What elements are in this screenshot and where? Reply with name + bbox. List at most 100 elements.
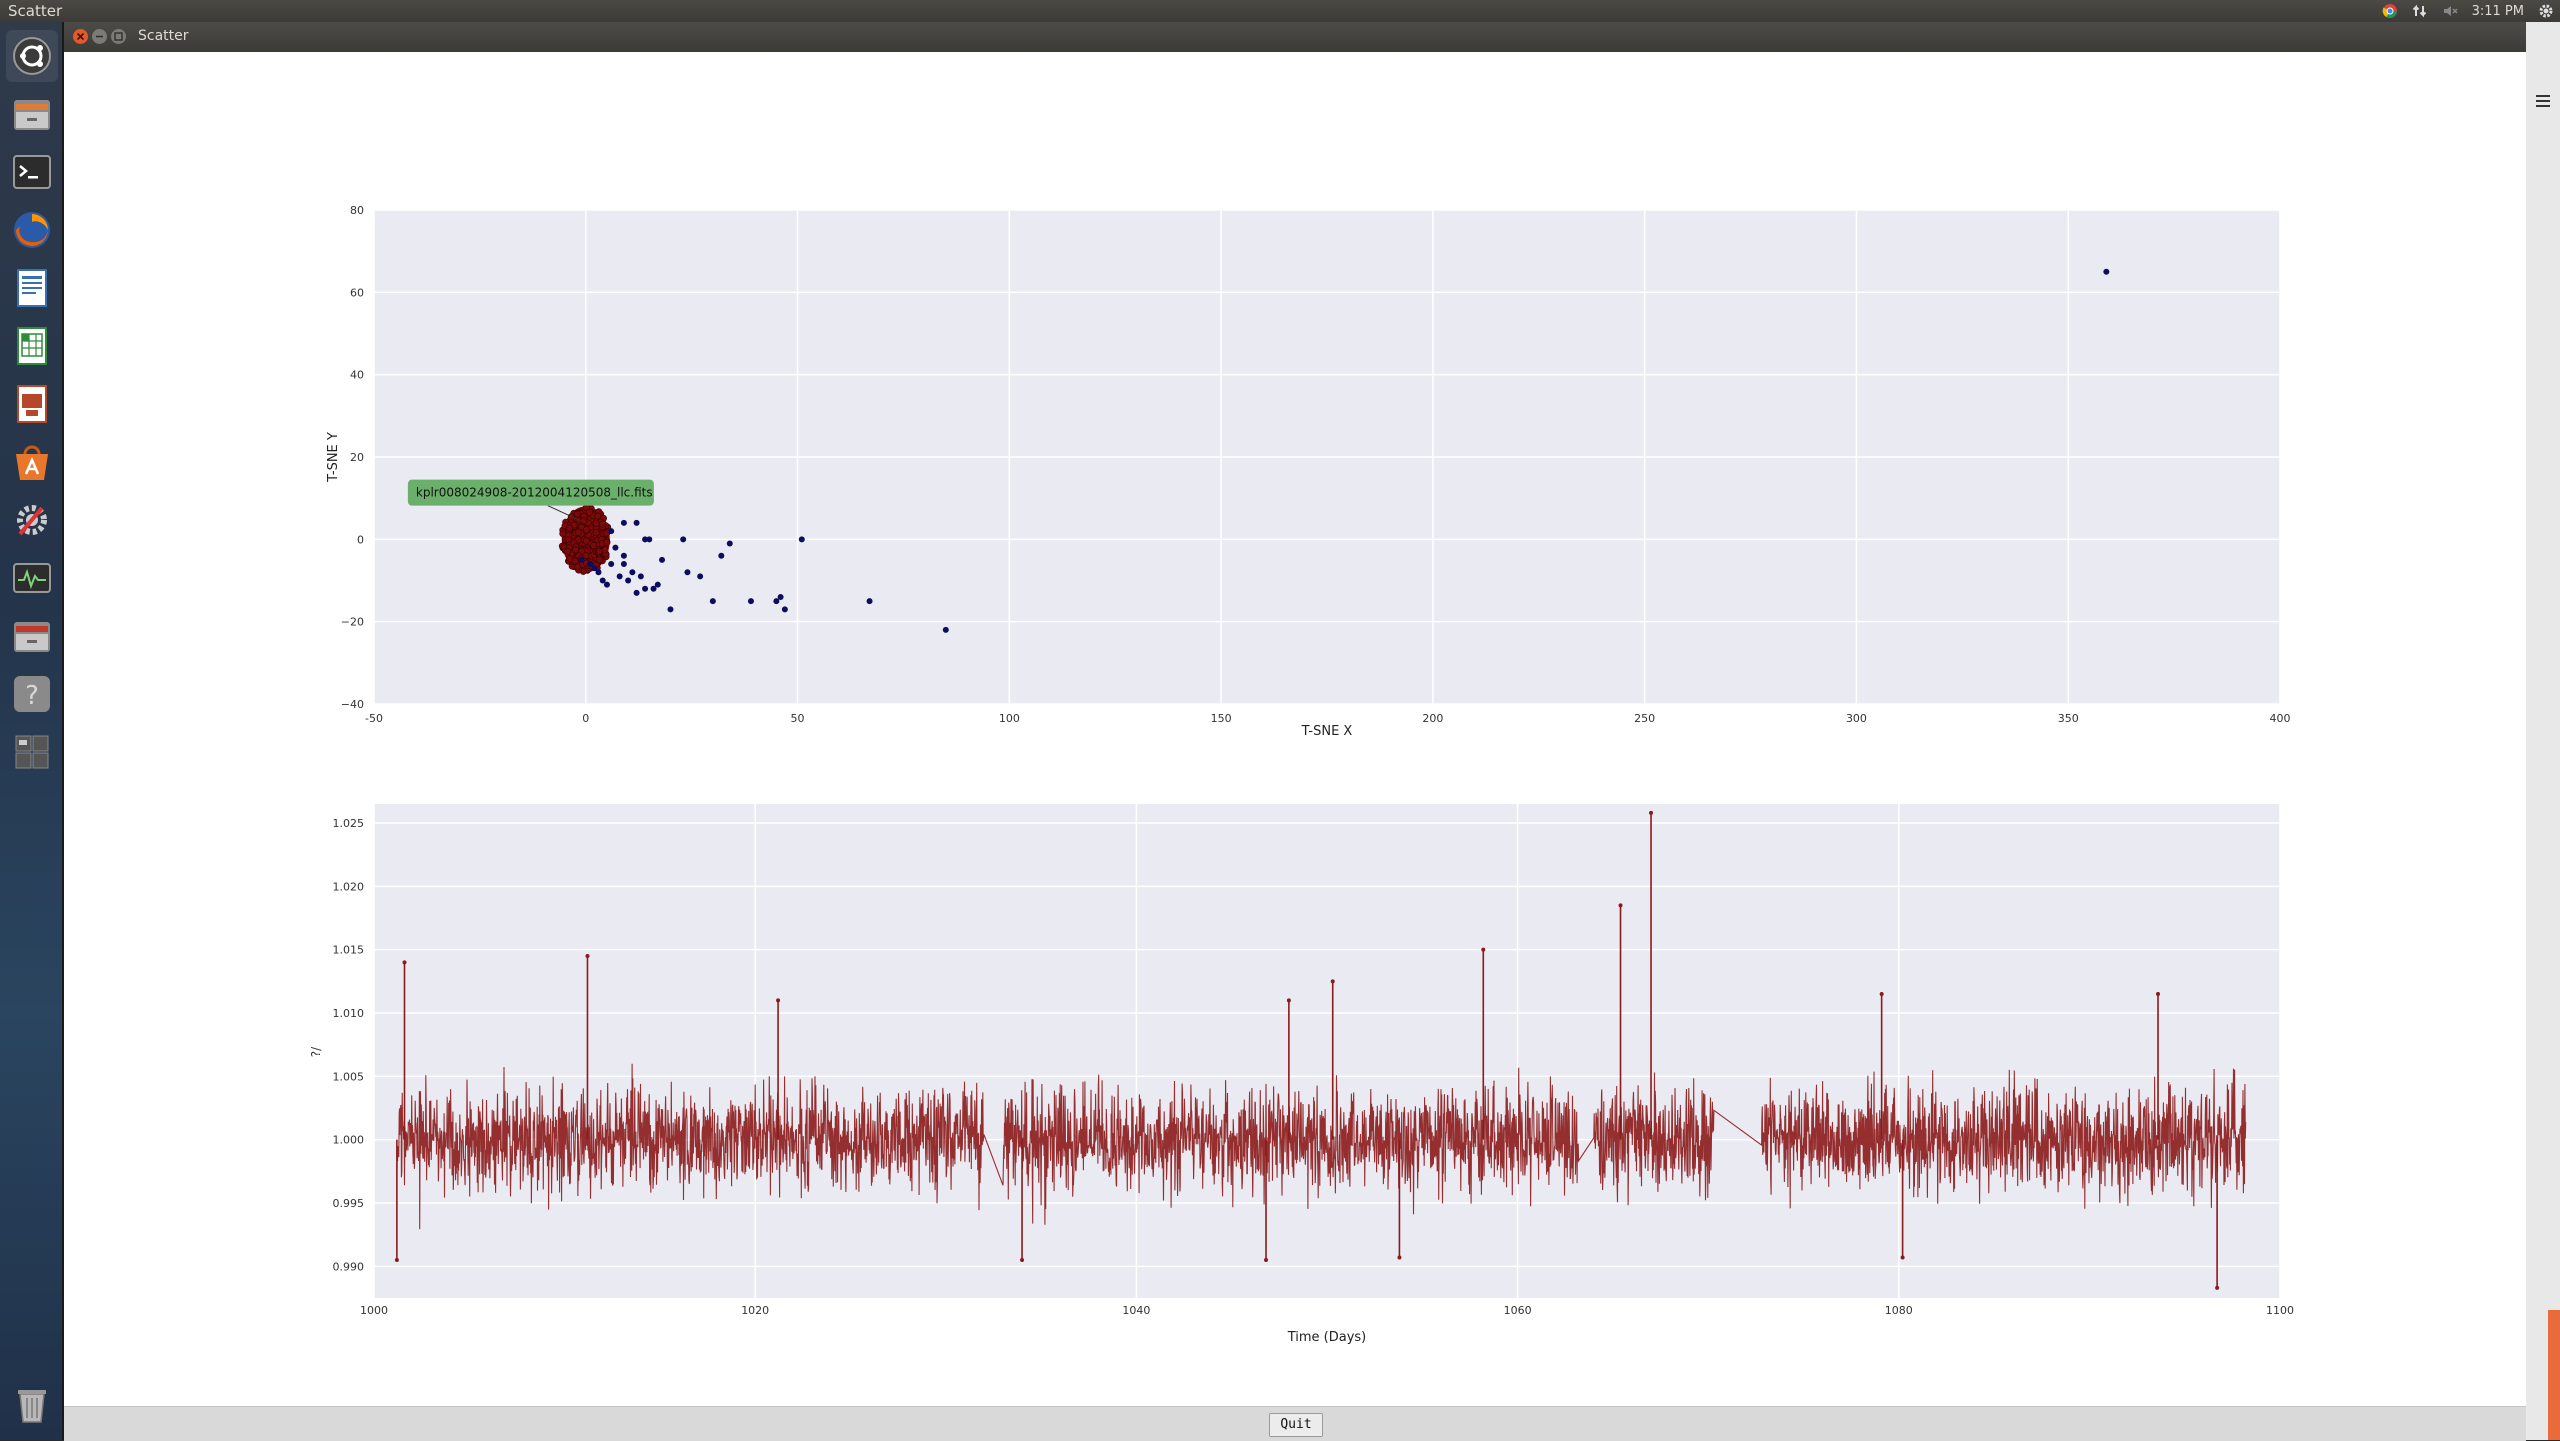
- flux-spike-point: [1286, 998, 1291, 1003]
- svg-text:?: ?: [25, 681, 39, 711]
- x-tick-label: 100: [999, 712, 1020, 725]
- cluster-point: [572, 546, 580, 554]
- writer-icon[interactable]: [6, 262, 58, 314]
- y-tick-label: 1.020: [333, 880, 365, 893]
- scatter-point: [595, 569, 602, 576]
- window-title: Scatter: [138, 28, 189, 44]
- scatter-point: [620, 519, 627, 526]
- y-tick-label: 0.990: [333, 1260, 365, 1273]
- tsne-scatter-plot[interactable]: -50 0 50 100 150 200 250 300 350 400806040200−20−…: [326, 204, 2291, 739]
- flux-spike-point: [402, 960, 407, 965]
- x-tick-label: 0: [582, 712, 589, 725]
- button-bar: Quit: [64, 1406, 2526, 1441]
- system-settings-icon[interactable]: [6, 494, 58, 546]
- close-button[interactable]: [73, 29, 88, 44]
- files-icon[interactable]: [6, 88, 58, 140]
- annotation-box: [407, 479, 654, 506]
- scatter-point: [633, 589, 640, 596]
- scatter-points[interactable]: [578, 268, 2110, 633]
- scatter-point: [599, 577, 606, 584]
- scatter-point: [866, 598, 873, 605]
- volume-muted-icon[interactable]: [2442, 3, 2458, 19]
- dash-home-icon[interactable]: [6, 30, 58, 82]
- y-axis-label: T-SNE Y: [326, 432, 341, 483]
- help-icon[interactable]: ?: [6, 668, 58, 720]
- software-center-icon[interactable]: [6, 436, 58, 488]
- scatter-point: [650, 585, 657, 592]
- flux-series[interactable]: [394, 810, 2247, 1290]
- cluster-point: [582, 537, 590, 545]
- figure-canvas[interactable]: -50 0 50 100 150 200 250 300 350 400 80 60 40 20 0 −20−…: [64, 52, 2526, 1436]
- cluster-point: [571, 557, 579, 565]
- scatter-point: [616, 573, 623, 580]
- y-tick-label: 80: [350, 204, 364, 217]
- scatter-point: [773, 598, 780, 605]
- menu-icon[interactable]: [2534, 92, 2552, 110]
- right-edge-panel: [2526, 22, 2560, 1440]
- scatter-point: [642, 536, 649, 543]
- trash-icon[interactable]: [6, 1378, 58, 1430]
- x-tick-label: 350: [2058, 712, 2079, 725]
- x-tick-label: 1080: [1885, 1304, 1913, 1317]
- scatter-point: [659, 556, 666, 563]
- y-tick-label: 1.015: [333, 944, 365, 957]
- x-tick-label: 1060: [1504, 1304, 1532, 1317]
- flux-spike-point: [2156, 992, 2161, 996]
- scatter-point: [654, 581, 661, 588]
- flux-spike-point: [1649, 810, 1654, 815]
- system-monitor-icon[interactable]: [6, 552, 58, 604]
- flux-line: [396, 1063, 2247, 1230]
- light-curve-plot[interactable]: 1000 1020 1040 1060 1080 1100 1.025 1.020 1.015 1…: [309, 804, 2294, 1345]
- scatter-point: [637, 573, 644, 580]
- workspace-switcher-icon[interactable]: [6, 726, 58, 778]
- scatter-point: [781, 606, 788, 613]
- scatter-point: [578, 556, 585, 563]
- network-icon[interactable]: [2412, 3, 2428, 19]
- cluster-point: [595, 547, 603, 555]
- flux-spike-point: [1900, 1255, 1905, 1260]
- top-panel: Scatter 3:11 PM: [0, 0, 2560, 22]
- scatter-point: [726, 540, 733, 547]
- y-tick-label: 1.000: [333, 1134, 365, 1147]
- quit-button[interactable]: Quit: [1269, 1413, 1323, 1437]
- cluster-point: [559, 530, 567, 538]
- y-tick-label: 0.995: [333, 1197, 365, 1210]
- flux-spike-point: [1264, 1258, 1269, 1262]
- calc-icon[interactable]: [6, 320, 58, 372]
- flux-spike-point: [776, 998, 781, 1003]
- cluster-point: [564, 547, 572, 555]
- x-tick-label: 400: [2270, 712, 2291, 725]
- cluster-point: [586, 508, 594, 516]
- flux-spike-point: [1397, 1255, 1402, 1260]
- matplotlib-figure[interactable]: -50 0 50 100 150 200 250 300 350 400806040200−20−…: [64, 52, 2526, 1436]
- scatter-point: [667, 606, 674, 613]
- flux-spike-point: [1879, 992, 1884, 996]
- scatter-point: [591, 565, 598, 572]
- flux-spike-point: [1020, 1258, 1025, 1262]
- window-titlebar[interactable]: Scatter: [64, 22, 2526, 52]
- top-panel-app-title: Scatter: [8, 2, 63, 20]
- y-tick-label: −40: [341, 698, 364, 711]
- highlighted-cluster[interactable]: [558, 504, 612, 575]
- y-tick-label: 40: [350, 369, 364, 382]
- clock[interactable]: 3:11 PM: [2471, 3, 2524, 19]
- settings-gear-icon[interactable]: [2538, 3, 2554, 19]
- terminal-icon[interactable]: [6, 146, 58, 198]
- minimize-button[interactable]: [92, 29, 107, 44]
- files-icon[interactable]: [6, 610, 58, 662]
- x-tick-label: 1000: [360, 1304, 388, 1317]
- cluster-point: [582, 552, 590, 560]
- scatter-point: [2103, 268, 2110, 275]
- impress-icon[interactable]: [6, 378, 58, 430]
- scatter-window: Scatter -50 0 50 100 150 200 250 300 350 400 80 60 4…: [64, 22, 2526, 1441]
- flux-spike-point: [585, 954, 590, 958]
- scatter-point: [718, 552, 725, 559]
- firefox-icon[interactable]: [6, 204, 58, 256]
- maximize-button[interactable]: [111, 29, 126, 44]
- scatter-point: [608, 561, 615, 568]
- cluster-point: [574, 528, 582, 536]
- chrome-icon[interactable]: [2382, 3, 2398, 19]
- plot-area[interactable]: [374, 804, 2280, 1298]
- annotation-tooltip[interactable]: kplr008024908-2012004120508_llc.fits: [407, 479, 654, 522]
- flux-spike-point: [1618, 903, 1623, 908]
